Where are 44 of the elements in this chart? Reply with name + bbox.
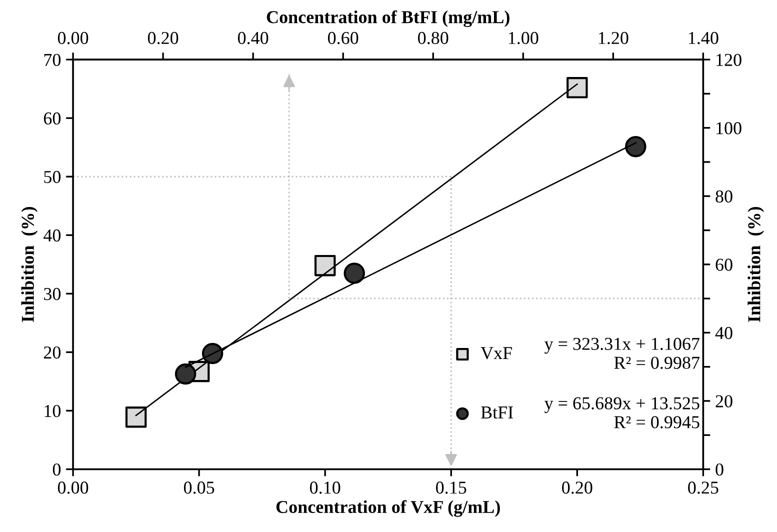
x-tick-label: 0.00 [58, 482, 88, 494]
y-tick-label: 30 [44, 288, 61, 300]
annotation: y = 323.31x + 1.1067 R² = 0.9987 [544, 338, 700, 369]
point [625, 136, 646, 158]
x-tick-label: 0.15 [436, 482, 466, 494]
x-tick-label: 0.10 [310, 482, 340, 494]
text: BtFI [481, 406, 513, 419]
point [344, 262, 365, 284]
y-tick-label: 70 [44, 54, 61, 66]
x-tick-label: 1.40 [688, 32, 718, 44]
point [174, 363, 196, 385]
x-axis-title: Concentration of BtFI (mg/mL) [266, 10, 510, 28]
y-tick-label: 100 [716, 122, 742, 134]
y-tick-label: 20 [44, 346, 61, 359]
x-tick-label: 0.05 [184, 482, 214, 494]
x-axis-title: Concentration of VxF (g/mL) [276, 500, 500, 517]
y-tick-label: 60 [44, 112, 61, 125]
y-tick-label: 120 [716, 54, 742, 66]
x-tick-label: 0.40 [238, 32, 268, 44]
y-tick-label: 80 [716, 190, 732, 203]
legend-label: VxF [480, 347, 512, 360]
x-tick-label: 0.60 [328, 32, 358, 44]
y-tick-label: 50 [44, 170, 61, 184]
point [202, 342, 224, 364]
x-tick-label: 0.20 [148, 32, 178, 44]
annotation: y = 65.689x + 13.525 R² = 0.9945 [544, 397, 700, 428]
x-tick-label: 0.25 [688, 482, 718, 494]
y-tick-label: 40 [44, 229, 61, 242]
x-tick-label: 0.00 [58, 32, 88, 44]
y-tick-label: 60 [716, 258, 732, 271]
y-tick-label: 0 [52, 463, 61, 476]
point [314, 254, 336, 276]
x-tick-label: 0.20 [562, 482, 592, 494]
y-tick-label: 0 [716, 463, 724, 476]
y-tick-label: 10 [44, 404, 61, 418]
point [125, 406, 147, 428]
y-tick-label: 40 [715, 326, 732, 340]
y-axis-title: Inhibition (%) [748, 207, 764, 322]
x-tick-label: 0.80 [418, 32, 448, 44]
y-tick-label: 20 [716, 395, 732, 408]
point [566, 77, 588, 98]
x-tick-label: 1.00 [508, 32, 538, 44]
x-tick-label: 1.20 [598, 32, 628, 44]
y-axis-title: Inhibition (%) [21, 207, 38, 322]
